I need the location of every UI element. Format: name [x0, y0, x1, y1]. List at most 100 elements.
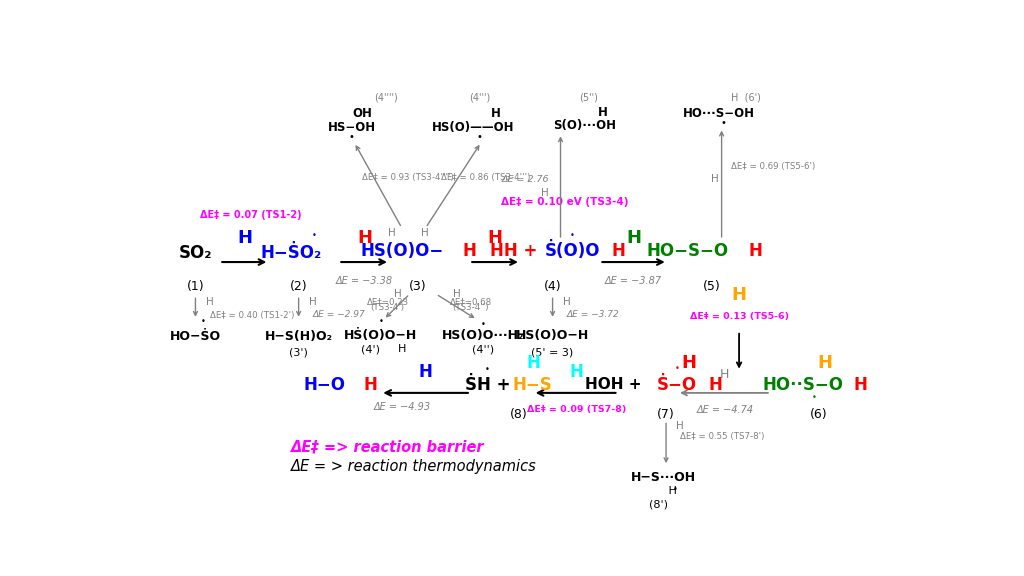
Text: (5): (5): [702, 280, 720, 293]
Text: ΔE‡ = 0.10 eV (TS3-4): ΔE‡ = 0.10 eV (TS3-4): [501, 197, 629, 207]
Text: •: •: [675, 364, 680, 373]
Text: ΔE = −2.97: ΔE = −2.97: [313, 310, 366, 319]
Text: SO₂: SO₂: [179, 244, 212, 262]
Text: HO···S−OH: HO···S−OH: [683, 107, 756, 120]
Text: ΔE = 2.76: ΔE = 2.76: [501, 176, 549, 184]
Text: H: H: [364, 376, 377, 394]
Text: •: •: [570, 231, 574, 240]
Text: •: •: [720, 118, 726, 128]
Text: H: H: [309, 297, 316, 307]
Text: HO−ṠO: HO−ṠO: [170, 329, 221, 343]
Text: ΔE‡ = 0.09 (TS7-8): ΔE‡ = 0.09 (TS7-8): [526, 406, 626, 414]
Text: (4'): (4'): [360, 344, 380, 354]
Text: HOH +: HOH +: [585, 377, 647, 392]
Text: ΔE = > reaction thermodynamics: ΔE = > reaction thermodynamics: [291, 458, 537, 473]
Text: H: H: [388, 228, 396, 238]
Text: (TS3-4'): (TS3-4'): [371, 303, 404, 312]
Text: •: •: [312, 231, 317, 240]
Text: H: H: [454, 289, 461, 299]
Text: (8): (8): [510, 408, 528, 420]
Text: H: H: [563, 297, 570, 307]
Text: •: •: [673, 485, 678, 494]
Text: (1): (1): [186, 280, 204, 293]
Text: H: H: [462, 242, 476, 260]
Text: H: H: [598, 105, 607, 119]
Text: H: H: [611, 242, 626, 260]
Text: HH +: HH +: [490, 242, 544, 260]
Text: •: •: [379, 317, 384, 327]
Text: •: •: [348, 131, 354, 142]
Text: (4'''): (4'''): [469, 93, 490, 103]
Text: H: H: [357, 229, 372, 247]
Text: H: H: [712, 174, 719, 184]
Text: H: H: [731, 286, 746, 304]
Text: ΔE‡ = 0.86 (TS3-4'''): ΔE‡ = 0.86 (TS3-4'''): [441, 173, 530, 182]
Text: H: H: [720, 367, 729, 381]
Text: H−ṠO₂: H−ṠO₂: [260, 244, 322, 262]
Text: •: •: [485, 365, 489, 374]
Text: (4''): (4''): [472, 344, 494, 354]
Text: H: H: [526, 354, 541, 372]
Text: ΔE‡=0.68: ΔE‡=0.68: [450, 297, 492, 306]
Text: (8'): (8'): [648, 499, 668, 510]
Text: H: H: [817, 354, 833, 372]
Text: H: H: [487, 229, 502, 247]
Text: (7): (7): [657, 408, 675, 420]
Text: OH: OH: [352, 107, 372, 120]
Text: H−S(H)O₂: H−S(H)O₂: [264, 329, 333, 343]
Text: •: •: [476, 131, 482, 142]
Text: HS−OH: HS−OH: [328, 121, 376, 134]
Text: (5''): (5''): [579, 93, 598, 103]
Text: H: H: [394, 289, 401, 299]
Text: H: H: [397, 344, 406, 354]
Text: ΔE‡ = 0.69 (TS5-6'): ΔE‡ = 0.69 (TS5-6'): [731, 162, 815, 171]
Text: ΔE = −3.87: ΔE = −3.87: [605, 276, 663, 286]
Text: ΔE‡=0.23: ΔE‡=0.23: [367, 297, 409, 306]
Text: ΔE = −3.72: ΔE = −3.72: [567, 310, 620, 319]
Text: S(O)···OH: S(O)···OH: [553, 119, 615, 132]
Text: H−S···OH: H−S···OH: [631, 471, 696, 484]
Text: (5' = 3): (5' = 3): [531, 347, 573, 357]
Text: ΔE‡ => reaction barrier: ΔE‡ => reaction barrier: [291, 439, 484, 454]
Text: (3'): (3'): [289, 347, 308, 357]
Text: HS(O)O···H₂: HS(O)O···H₂: [441, 329, 524, 342]
Text: HṠ(O)O−H: HṠ(O)O−H: [344, 329, 417, 342]
Text: ΔE‡ = 0.55 (TS7-8'): ΔE‡ = 0.55 (TS7-8'): [680, 432, 765, 441]
Text: (3): (3): [409, 280, 426, 293]
Text: ΔE‡ = 0.07 (TS1-2): ΔE‡ = 0.07 (TS1-2): [201, 210, 302, 221]
Text: H  (6'): H (6'): [731, 93, 761, 103]
Text: H: H: [490, 107, 501, 120]
Text: H: H: [626, 229, 641, 247]
Text: (6): (6): [810, 408, 827, 420]
Text: •: •: [201, 317, 206, 327]
Text: H: H: [541, 188, 549, 198]
Text: H: H: [650, 486, 677, 497]
Text: H: H: [569, 363, 584, 381]
Text: H: H: [206, 297, 214, 307]
Text: ΔE‡ = 0.40 (TS1-2'): ΔE‡ = 0.40 (TS1-2'): [210, 311, 294, 320]
Text: ΔE = −4.93: ΔE = −4.93: [374, 402, 431, 412]
Text: ṠH +: ṠH +: [465, 376, 510, 394]
Text: (4): (4): [544, 280, 561, 293]
Text: Ṡ(O)O: Ṡ(O)O: [545, 241, 600, 260]
Text: H: H: [682, 354, 696, 372]
Text: HS(O)O−: HS(O)O−: [360, 242, 443, 260]
Text: ΔE‡ = 0.13 (TS5-6): ΔE‡ = 0.13 (TS5-6): [689, 312, 788, 321]
Text: H: H: [238, 229, 252, 247]
Text: (4''''): (4''''): [374, 93, 397, 103]
Text: HO··S−O: HO··S−O: [762, 376, 843, 394]
Text: HS(O)O−H: HS(O)O−H: [516, 329, 589, 342]
Text: Ṡ−O: Ṡ−O: [657, 376, 697, 394]
Text: ΔE = −4.74: ΔE = −4.74: [696, 405, 754, 415]
Text: H: H: [748, 242, 762, 260]
Text: HO−S−O: HO−S−O: [646, 242, 728, 260]
Text: ΔE‡ = 0.93 (TS3-4''''): ΔE‡ = 0.93 (TS3-4''''): [362, 173, 454, 182]
Text: H−S: H−S: [513, 376, 553, 394]
Text: H: H: [419, 363, 432, 381]
Text: •: •: [812, 393, 817, 402]
Text: HS(O)——OH: HS(O)——OH: [432, 121, 514, 134]
Text: H: H: [854, 376, 867, 394]
Text: (2): (2): [290, 280, 307, 293]
Text: ΔE = −3.38: ΔE = −3.38: [336, 276, 393, 286]
Text: H: H: [421, 228, 429, 238]
